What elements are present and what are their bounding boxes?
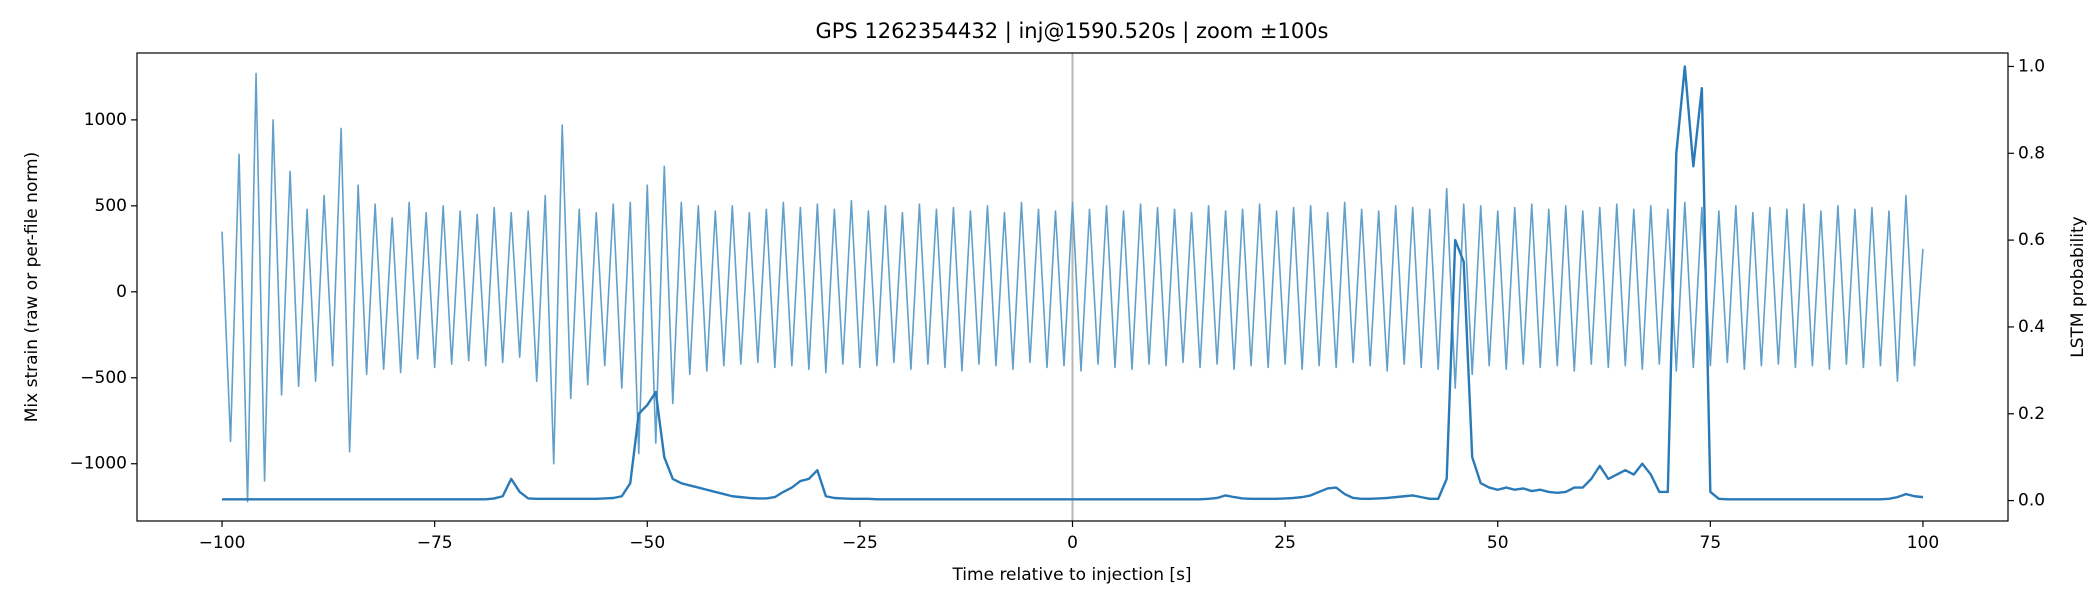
x-tick-label: 0 (1067, 533, 1078, 553)
y2-tick-label: 0.4 (2018, 317, 2045, 337)
x-tick-label: 25 (1274, 533, 1296, 553)
y2-tick-label: 0.8 (2018, 143, 2045, 163)
y-tick-label: 1000 (84, 110, 127, 130)
y-axis-label: Mix strain (raw or per-file norm) (22, 152, 42, 422)
x-tick-label: 50 (1487, 533, 1509, 553)
y-tick-label: 500 (95, 196, 127, 216)
x-tick-label: −100 (199, 533, 246, 553)
y-tick-label: −500 (80, 368, 127, 388)
y2-tick-label: 0.6 (2018, 230, 2045, 250)
data-line (221, 72, 1924, 503)
data-line (222, 65, 1924, 501)
x-tick-label: 75 (1700, 533, 1722, 553)
y-tick-label: −1000 (69, 454, 127, 474)
x-tick-label: −75 (417, 533, 453, 553)
x-axis-label: Time relative to injection [s] (951, 565, 1191, 585)
y2-axis-label: LSTM probability (2068, 216, 2088, 357)
y2-tick-label: 0.0 (2018, 491, 2045, 511)
x-tick-label: −25 (842, 533, 878, 553)
x-tick-label: 100 (1907, 533, 1939, 553)
x-tick-label: −50 (629, 533, 665, 553)
y2-tick-label: 0.2 (2018, 404, 2045, 424)
y2-tick-label: 1.0 (2018, 56, 2045, 76)
y-tick-label: 0 (116, 282, 127, 302)
chart-title: GPS 1262354432 | inj@1590.520s | zoom ±1… (816, 19, 1329, 44)
